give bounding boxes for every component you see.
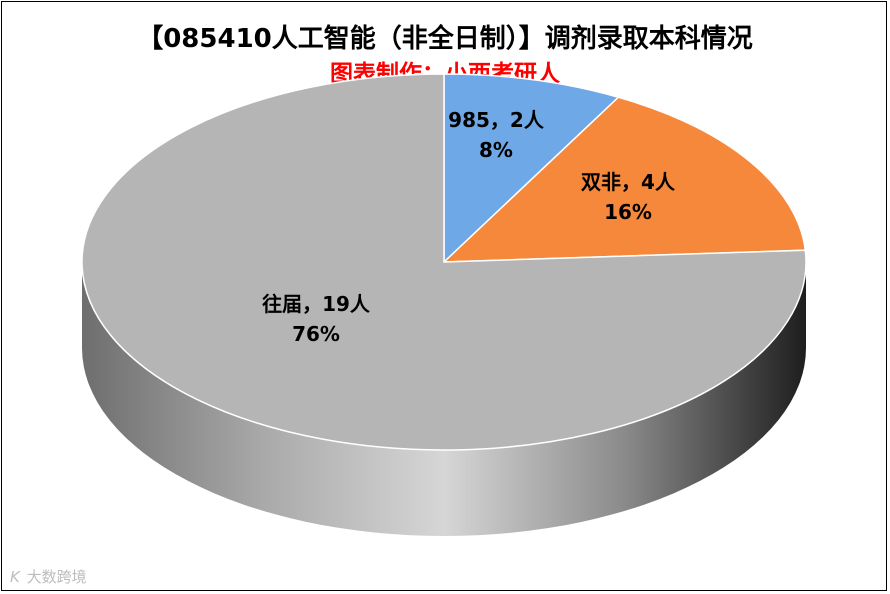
chart-title: 【085410人工智能（非全日制）】调剂录取本科情况	[137, 24, 753, 54]
pie-slice-2	[81, 73, 807, 451]
pie-top	[81, 73, 807, 451]
slice-label-0: 985，2人 8%	[448, 108, 545, 162]
slice-label-1: 双非，4人 16%	[581, 170, 676, 224]
pie-slice-1	[442, 96, 807, 263]
pie-side	[82, 262, 806, 536]
pie-labels: 985，2人 8% 双非，4人 16% 往届，19人 76%	[262, 108, 676, 346]
watermark-text: 大数跨境	[26, 568, 87, 586]
pie-side-wall	[82, 262, 806, 536]
slice-label-2: 往届，19人 76%	[262, 292, 371, 346]
watermark: K 大数跨境	[10, 566, 87, 587]
pie-slice-0	[443, 73, 620, 264]
watermark-logo-icon: K	[10, 568, 20, 586]
